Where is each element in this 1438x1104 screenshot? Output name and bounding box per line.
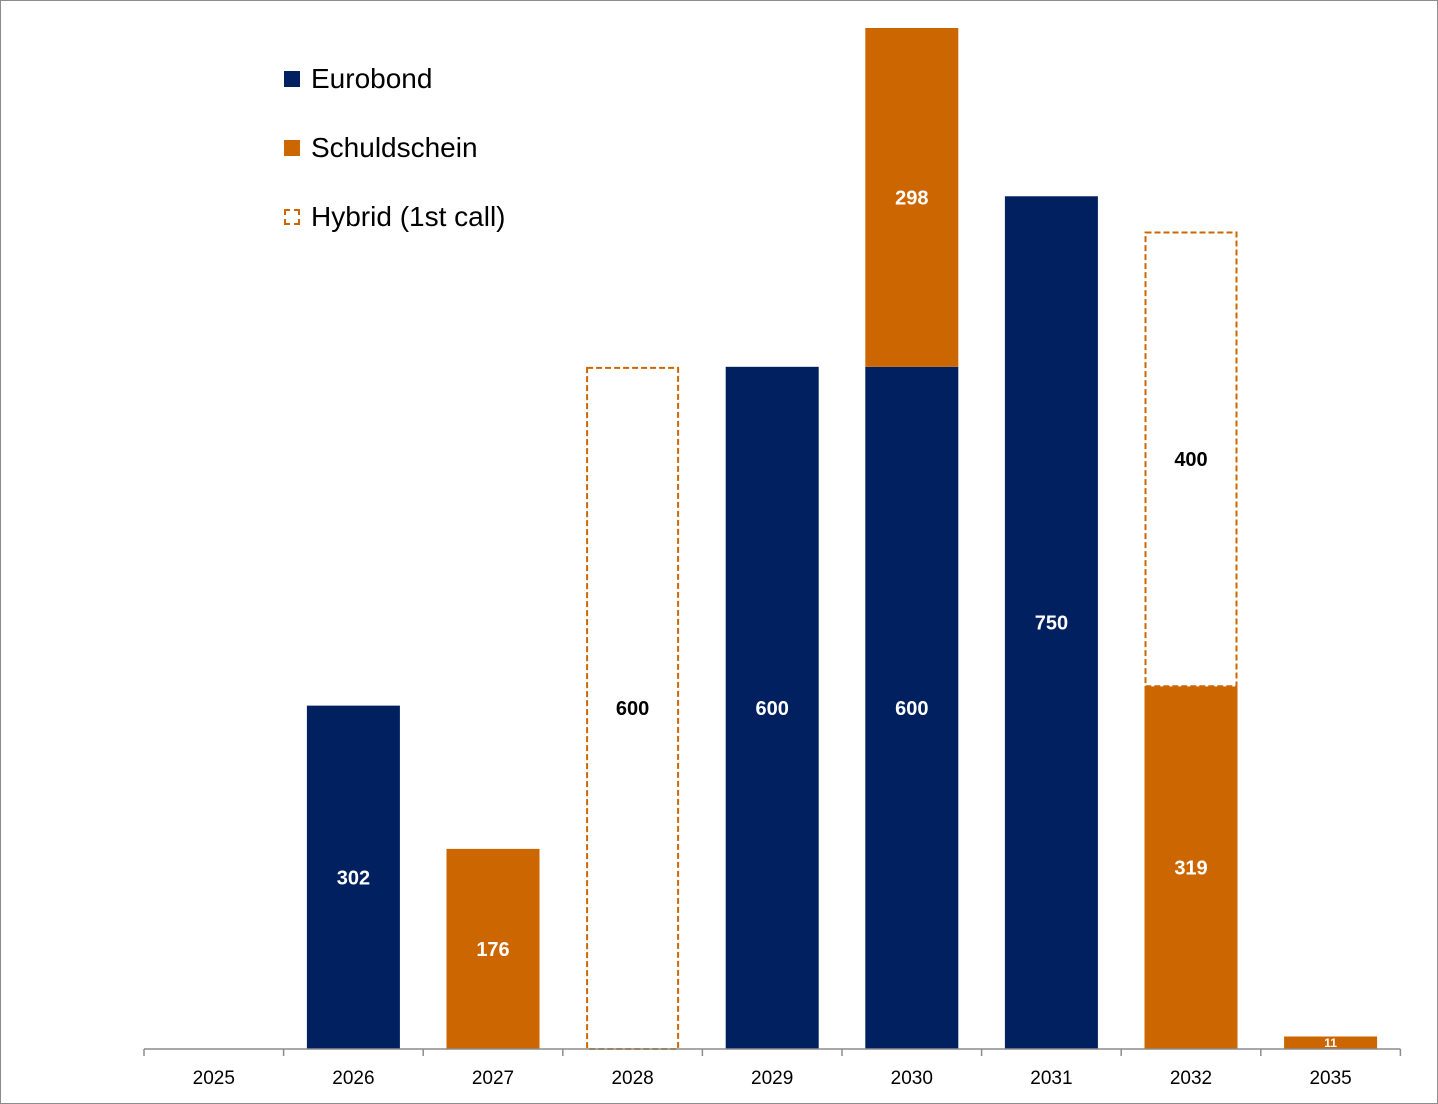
data-label: 750: [1035, 613, 1068, 635]
data-label: 319: [1174, 858, 1207, 880]
data-label: 302: [337, 867, 370, 889]
bar-schuldschein-2030[interactable]: [865, 28, 959, 367]
x-tick-label: 2032: [1170, 1068, 1212, 1089]
x-tick-label: 2026: [332, 1068, 374, 1089]
data-label: 11: [1324, 1036, 1337, 1050]
bar-eurobond-2029[interactable]: [725, 366, 819, 1049]
bar-hybrid-1st-call-2028[interactable]: [586, 366, 680, 1050]
legend-label: Eurobond: [311, 62, 433, 94]
legend-item-schuldschein[interactable]: Schuldschein: [284, 113, 505, 182]
legend-swatch-schuldschein: [284, 139, 300, 156]
x-tick-label: 2031: [1030, 1068, 1072, 1089]
legend-swatch-hybrid: [284, 208, 300, 225]
bar-eurobond-2030[interactable]: [865, 366, 959, 1049]
x-tick-label: 2027: [472, 1068, 514, 1089]
x-tick-label: 2028: [611, 1068, 653, 1089]
bar-hybrid-1st-call-2032[interactable]: [1144, 231, 1238, 688]
data-label: 600: [756, 698, 789, 720]
bar-eurobond-2031[interactable]: [1004, 196, 1098, 1049]
data-label: 176: [476, 939, 509, 961]
bar-eurobond-2026[interactable]: [306, 705, 400, 1049]
legend-item-eurobond[interactable]: Eurobond: [284, 44, 505, 113]
legend-item-hybrid[interactable]: Hybrid (1st call): [284, 182, 505, 251]
legend-label: Hybrid (1st call): [311, 200, 506, 232]
x-tick-label: 2030: [891, 1068, 933, 1089]
data-label: 298: [895, 187, 928, 209]
data-label: 600: [895, 698, 928, 720]
data-label: 600: [616, 698, 649, 720]
x-tick-label: 2035: [1309, 1068, 1351, 1089]
bar-schuldschein-2032[interactable]: [1144, 686, 1238, 1049]
bar-schuldschein-2035[interactable]: [1284, 1036, 1378, 1049]
x-tick-label: 2029: [751, 1068, 793, 1089]
data-label: 400: [1174, 449, 1207, 471]
legend-label: Schuldschein: [311, 131, 478, 163]
x-tick-label: 2025: [193, 1068, 235, 1089]
bar-schuldschein-2027[interactable]: [446, 848, 540, 1049]
legend-swatch-eurobond: [284, 70, 300, 87]
legend: Eurobond Schuldschein Hybrid (1st call): [284, 62, 505, 269]
